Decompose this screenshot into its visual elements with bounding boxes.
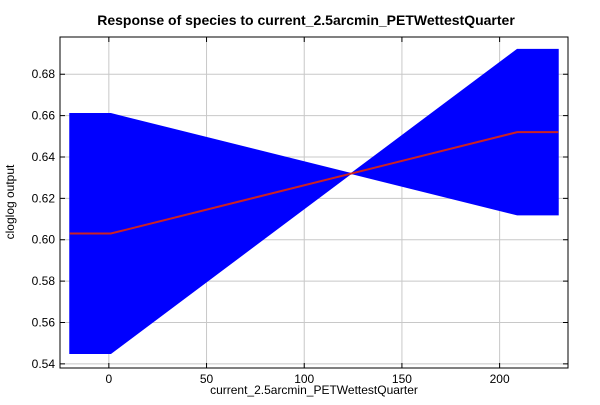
plot-frame — [59, 36, 569, 369]
response-line — [69, 131, 559, 235]
y-tick-label: 0.56 — [32, 315, 56, 329]
x-tick-label: 0 — [106, 372, 113, 386]
y-tick-label: 0.66 — [32, 109, 56, 123]
y-axis-title: cloglog output — [3, 164, 17, 239]
x-axis-title: current_2.5arcmin_PETWettestQuarter — [210, 383, 418, 397]
y-axis-ticks: 0.54 0.56 0.58 0.60 0.62 0.64 0.66 0.68 — [32, 67, 568, 371]
y-tick-label: 0.54 — [32, 357, 56, 371]
x-tick-label: 150 — [392, 372, 412, 386]
y-tick-label: 0.58 — [32, 274, 56, 288]
y-tick-label: 0.68 — [32, 67, 56, 81]
confidence-band-area — [69, 48, 559, 355]
chart-title: Response of species to current_2.5arcmin… — [97, 12, 515, 28]
x-tick-label: 100 — [294, 372, 314, 386]
x-axis-ticks: 0 50 100 150 200 — [106, 37, 510, 386]
y-tick-label: 0.64 — [32, 150, 56, 164]
y-tick-label: 0.60 — [32, 233, 56, 247]
x-tick-label: 50 — [200, 372, 214, 386]
x-tick-label: 200 — [490, 372, 510, 386]
confidence-band — [69, 48, 559, 355]
y-tick-label: 0.62 — [32, 191, 56, 205]
response-line-layer — [69, 131, 559, 235]
